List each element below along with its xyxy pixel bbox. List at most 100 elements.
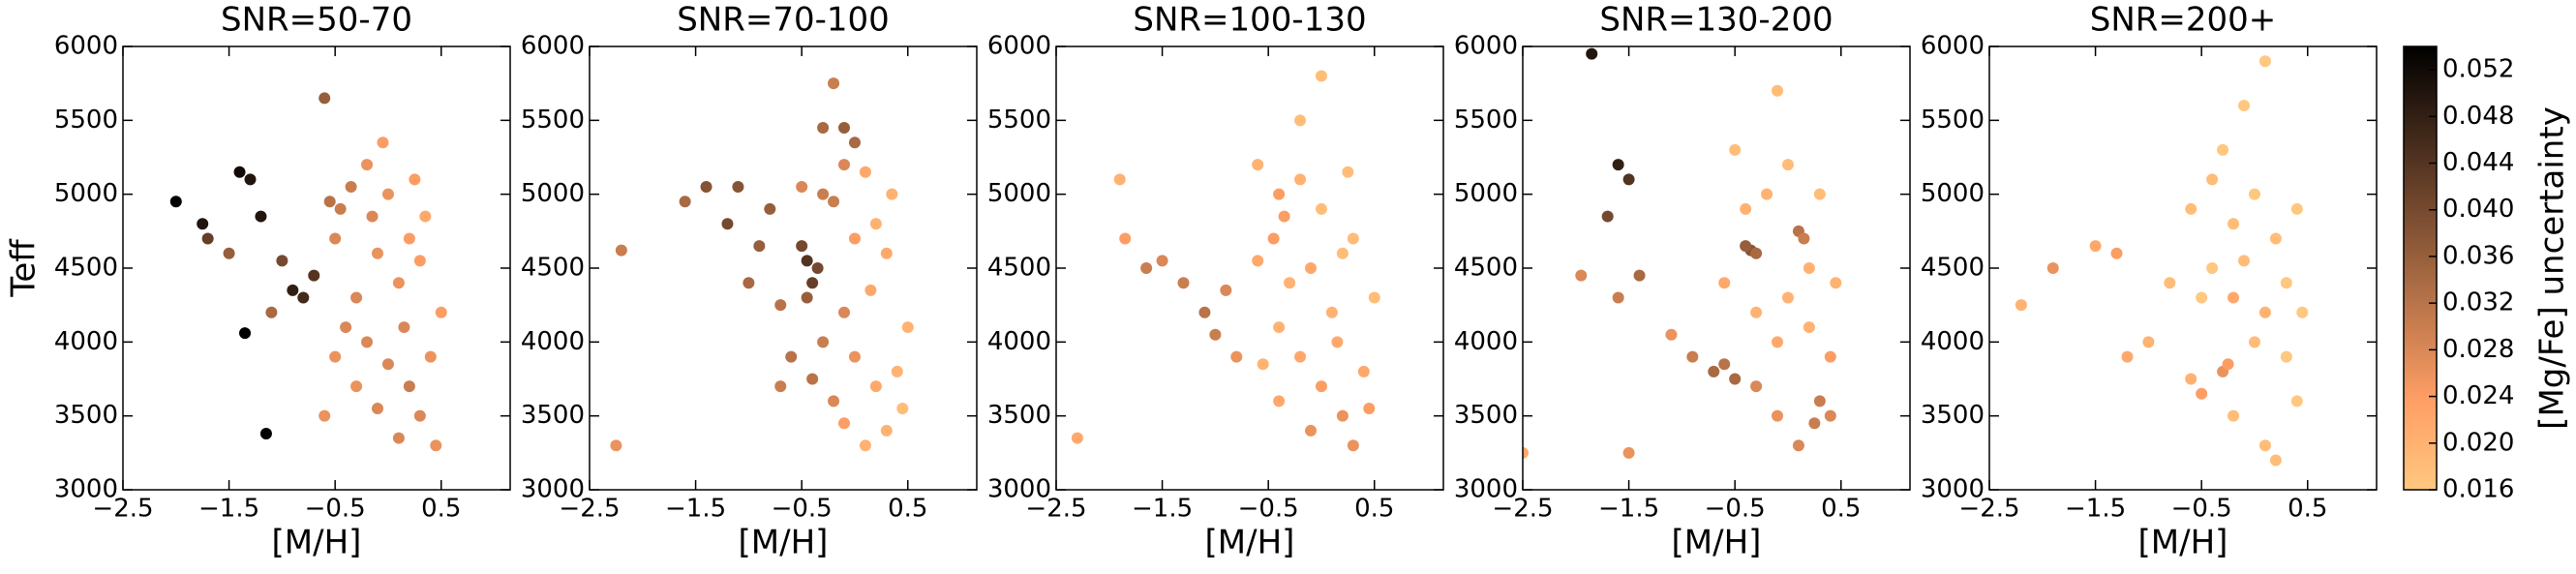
point (1220, 284, 1232, 296)
y-tick-label: 3500 (521, 401, 585, 430)
axes-frame (589, 45, 978, 491)
y-tick-label: 5500 (1921, 106, 1985, 135)
point (377, 136, 389, 149)
point (1347, 439, 1359, 452)
point (1523, 446, 1529, 459)
point (721, 218, 734, 230)
point (1325, 306, 1338, 318)
point (774, 380, 787, 393)
point (828, 77, 840, 90)
point (2196, 387, 2208, 400)
x-tick-label: 0.5 (1821, 495, 1861, 524)
point (419, 210, 432, 223)
point (828, 196, 840, 208)
point (350, 291, 363, 304)
point (742, 277, 755, 289)
point (2269, 454, 2282, 467)
y-tick-label: 3500 (54, 401, 118, 430)
x-axis-label: [M/H] (2138, 524, 2228, 562)
point (2280, 277, 2292, 289)
point (1750, 247, 1763, 259)
point (2280, 350, 2292, 363)
point (2185, 202, 2197, 215)
point (1198, 306, 1211, 318)
point (774, 299, 787, 312)
point (2217, 143, 2229, 156)
point (239, 327, 252, 340)
point (806, 277, 819, 289)
x-axis-label: [M/H] (1205, 524, 1295, 562)
point (2046, 262, 2059, 274)
panel-title: SNR=100-130 (1133, 1, 1366, 40)
point (1336, 247, 1349, 259)
point (1273, 395, 1286, 408)
point (2258, 55, 2271, 68)
point (817, 188, 830, 200)
point (334, 202, 347, 215)
point (413, 409, 426, 422)
colorbar-label: [Mg/Fe] uncertainty (2533, 106, 2572, 430)
y-tick-label: 3000 (987, 475, 1051, 504)
point (2290, 395, 2303, 408)
points (169, 92, 447, 452)
point (1575, 269, 1588, 282)
point (1772, 336, 1784, 348)
point (1824, 409, 1836, 422)
point (610, 439, 622, 452)
x-tick-label: 0.5 (2288, 495, 2327, 524)
y-tick-label: 3000 (1454, 475, 1518, 504)
point (2089, 240, 2102, 253)
point (255, 210, 267, 223)
point (615, 244, 627, 257)
point (1284, 277, 1296, 289)
point (1633, 269, 1646, 282)
point (1792, 439, 1804, 452)
point (764, 202, 776, 215)
point (398, 321, 410, 334)
y-tick-label: 3500 (1921, 401, 1985, 430)
y-tick-label: 5000 (54, 179, 118, 208)
point (1612, 291, 1624, 304)
point (1740, 240, 1752, 253)
x-axis-label: [M/H] (272, 524, 362, 562)
point (2227, 291, 2240, 304)
axes-frame (1055, 45, 1444, 491)
axes-frame (1522, 45, 1911, 491)
colorbar (2403, 45, 2438, 491)
point (308, 269, 320, 282)
y-tick-label: 4000 (54, 327, 118, 356)
point (1113, 173, 1126, 186)
y-tick-label: 5500 (1454, 106, 1518, 135)
point (1342, 166, 1354, 178)
point (817, 121, 830, 134)
point (1803, 321, 1815, 334)
point (1586, 47, 1598, 60)
point (1740, 202, 1752, 215)
point (796, 240, 808, 253)
x-tick-label: −1.5 (1132, 495, 1193, 524)
point (891, 365, 903, 378)
x-tick-label: −0.5 (305, 495, 366, 524)
point (1252, 159, 1264, 171)
point (1294, 350, 1307, 363)
point (1729, 373, 1742, 385)
point (2248, 336, 2260, 348)
x-tick-label: −1.5 (198, 495, 259, 524)
y-tick-label: 6000 (521, 32, 585, 61)
points (2015, 55, 2309, 467)
point (1808, 417, 1821, 430)
point (392, 277, 405, 289)
y-tick-label: 4500 (1454, 254, 1518, 283)
y-tick-label: 3000 (521, 475, 585, 504)
point (2227, 218, 2240, 230)
point (1729, 143, 1742, 156)
point (1601, 210, 1614, 223)
point (381, 358, 394, 371)
point (753, 240, 766, 253)
point (1315, 380, 1327, 393)
x-axis-label: [M/H] (1672, 524, 1762, 562)
point (2206, 262, 2219, 274)
panel-title: SNR=50-70 (221, 1, 412, 40)
y-tick-label: 4500 (987, 254, 1051, 283)
